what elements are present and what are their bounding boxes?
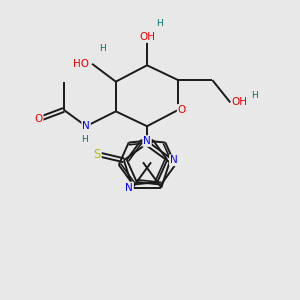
Text: O: O [178,105,186,115]
Text: N: N [125,183,133,193]
Text: N: N [82,121,90,131]
Text: H: H [156,19,163,28]
Text: S: S [93,148,101,161]
Text: H: H [81,135,88,144]
Text: N: N [170,155,178,165]
Text: O: O [34,114,43,124]
Text: HO: HO [73,59,89,69]
Text: OH: OH [139,32,155,42]
Text: OH: OH [232,98,248,107]
Text: H: H [251,91,258,100]
Text: N: N [143,136,151,146]
Text: H: H [99,44,106,53]
